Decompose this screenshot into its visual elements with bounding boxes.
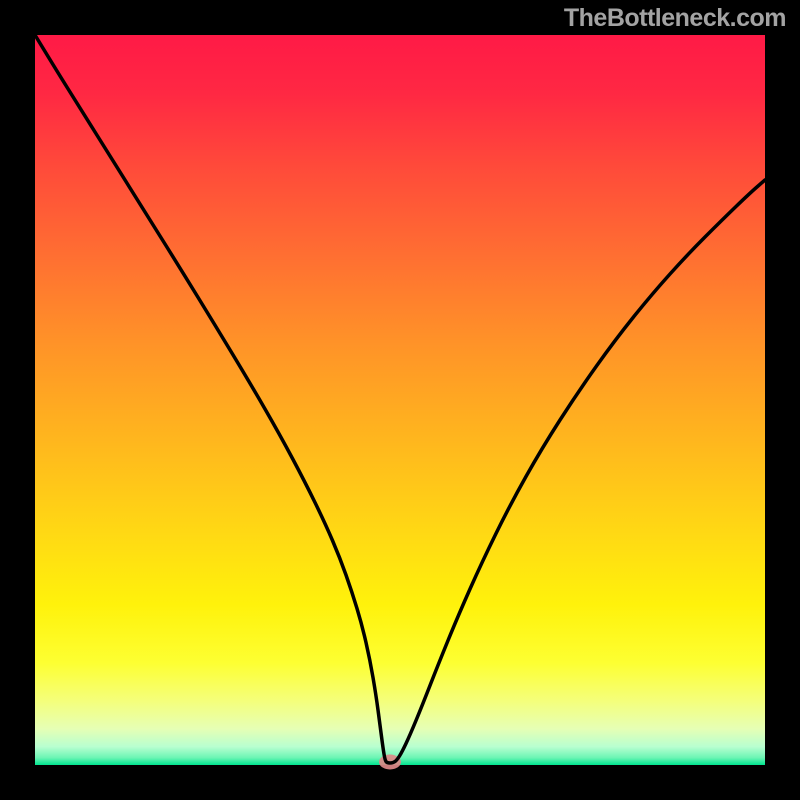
- watermark-text: TheBottleneck.com: [564, 4, 786, 33]
- chart-svg: [0, 0, 800, 800]
- plot-background: [35, 35, 765, 765]
- chart-container: TheBottleneck.com: [0, 0, 800, 800]
